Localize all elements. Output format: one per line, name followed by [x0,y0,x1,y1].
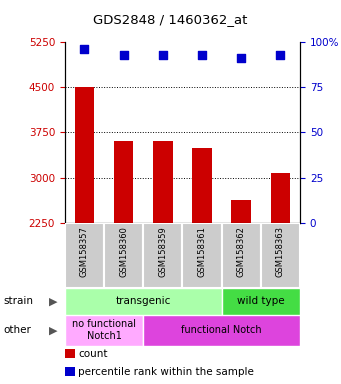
Text: GSM158362: GSM158362 [237,226,246,277]
Bar [261,223,300,288]
Bar [232,200,251,223]
Bar [271,173,290,223]
Point [82,46,87,53]
Text: GSM158357: GSM158357 [80,226,89,277]
Bar [143,223,182,288]
Bar [75,87,94,223]
Bar [192,148,212,223]
Point [199,52,205,58]
Point [160,52,166,58]
Bar [114,141,133,223]
Bar [65,288,222,315]
Text: ▶: ▶ [49,296,58,306]
Bar [222,223,261,288]
Bar [143,315,300,346]
Text: GDS2848 / 1460362_at: GDS2848 / 1460362_at [93,13,248,26]
Point [278,52,283,58]
Point [238,55,244,61]
Text: wild type: wild type [237,296,285,306]
Text: GSM158360: GSM158360 [119,226,128,277]
Text: GSM158359: GSM158359 [158,226,167,277]
Text: count: count [78,349,108,359]
Text: no functional
Notch1: no functional Notch1 [72,319,136,341]
Text: functional Notch: functional Notch [181,325,262,335]
Bar [222,288,300,315]
Bar [104,223,143,288]
Text: other: other [3,325,31,335]
Text: ▶: ▶ [49,325,58,335]
Bar [153,141,173,223]
Bar [65,315,143,346]
Text: GSM158363: GSM158363 [276,226,285,277]
Text: GSM158361: GSM158361 [197,226,207,277]
Text: transgenic: transgenic [116,296,171,306]
Bar [182,223,222,288]
Bar [65,223,104,288]
Point [121,52,126,58]
Text: strain: strain [3,296,33,306]
Text: percentile rank within the sample: percentile rank within the sample [78,367,254,377]
